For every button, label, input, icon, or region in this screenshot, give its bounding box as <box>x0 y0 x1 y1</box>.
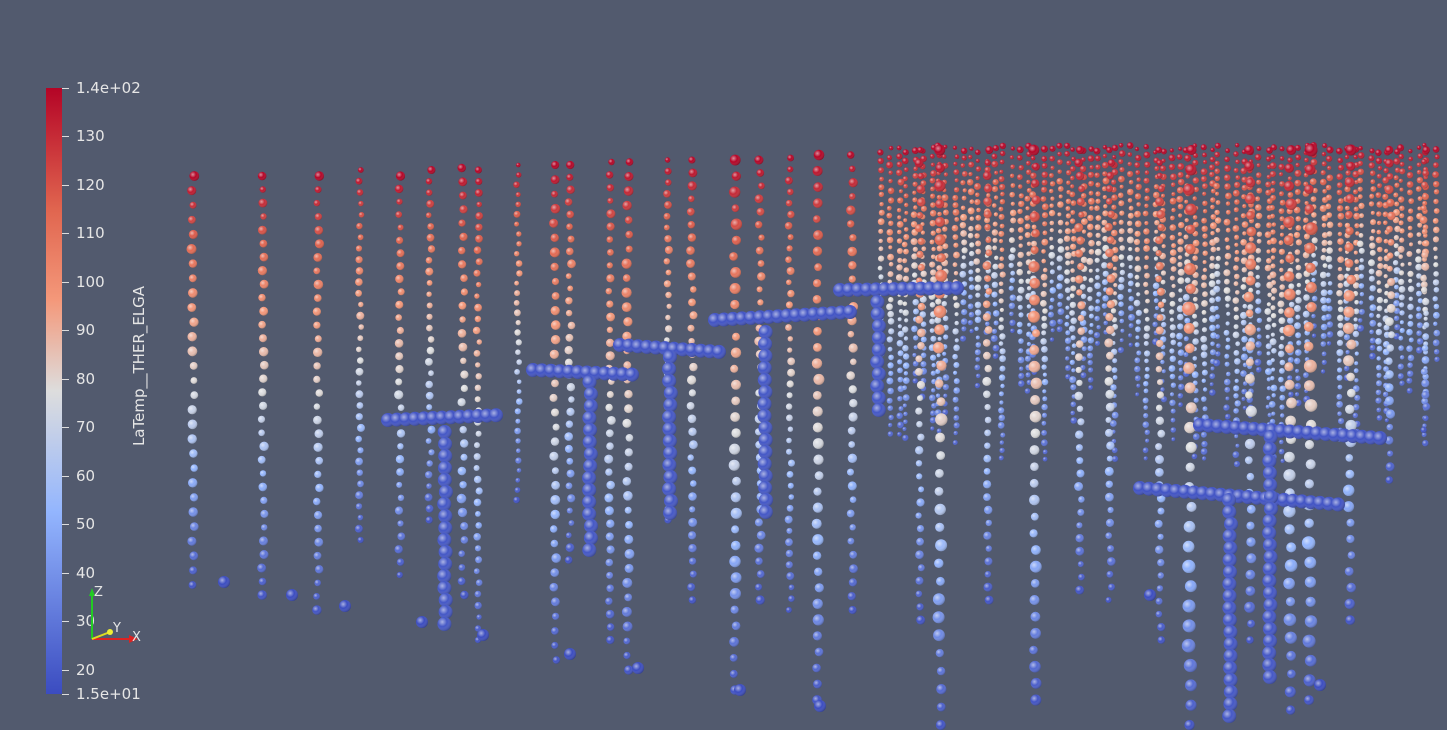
colorbar-tick-label: 90 <box>76 321 96 340</box>
colorbar-tick-label: 100 <box>76 272 105 291</box>
colorbar-tick-label: 80 <box>76 369 96 388</box>
colorbar-tick-label: 40 <box>76 563 96 582</box>
colorbar-tick <box>62 184 69 186</box>
colorbar-tick <box>62 88 69 89</box>
colorbar-tick-label: 50 <box>76 515 96 534</box>
colorbar-tick <box>62 669 69 671</box>
colorbar-tick-label: 70 <box>76 418 96 437</box>
colorbar-tick-label: 120 <box>76 175 105 194</box>
colorbar-title: LaTemp__THER_ELGA <box>130 285 148 447</box>
axis-z-label: Z <box>94 585 103 600</box>
colorbar-tick <box>62 621 69 623</box>
colorbar-tick <box>62 378 69 380</box>
colorbar-tick-label: 20 <box>76 660 96 679</box>
colorbar-tick <box>62 330 69 332</box>
colorbar-tick <box>62 694 69 695</box>
scalar-colorbar[interactable]: 1.4e+02 130 120 110 100 90 80 70 60 50 40 30 20 1.5e+… <box>44 80 164 702</box>
axis-x-label: X <box>132 630 141 645</box>
colorbar-tick-label: 1.4e+02 <box>76 79 141 97</box>
colorbar-tick <box>62 281 69 283</box>
axis-y-label: Y <box>112 621 121 636</box>
colorbar-gradient <box>46 88 62 694</box>
colorbar-tick <box>62 233 69 235</box>
colorbar-tick <box>62 136 69 138</box>
colorbar-tick-label: 30 <box>76 612 96 631</box>
colorbar-tick <box>62 475 69 477</box>
colorbar-tick-label: 110 <box>76 224 105 243</box>
colorbar-tick-label: 130 <box>76 127 105 146</box>
colorbar-tick-label: 60 <box>76 466 96 485</box>
colorbar-tick <box>62 427 69 429</box>
colorbar-tick-label: 1.5e+01 <box>76 685 141 703</box>
colorbar-tick <box>62 524 69 526</box>
orientation-axes: Z Y X <box>89 585 141 645</box>
sphere-glyph-cloud <box>186 142 1441 730</box>
colorbar-tick <box>62 572 69 574</box>
